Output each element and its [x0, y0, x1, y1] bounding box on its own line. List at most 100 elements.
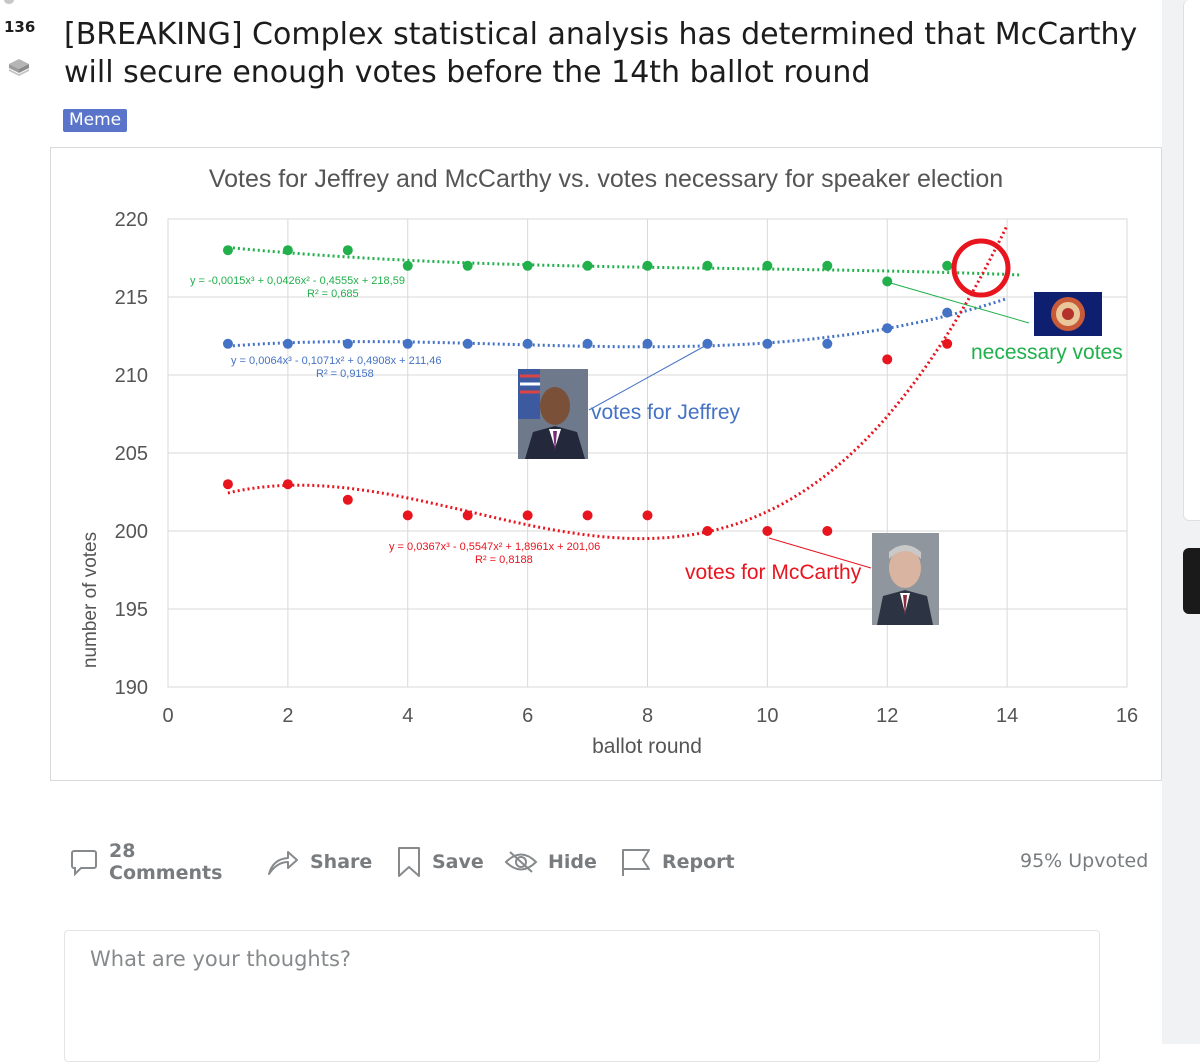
data-point-1 — [582, 338, 593, 349]
data-point-1 — [522, 338, 533, 349]
chart-svg: Votes for Jeffrey and McCarthy vs. votes… — [80, 165, 1138, 758]
data-point-2 — [462, 510, 473, 521]
report-button[interactable]: Report — [620, 842, 735, 882]
share-button[interactable]: Share — [266, 842, 372, 882]
x-tick-label: 2 — [282, 705, 293, 727]
y-tick-label: 220 — [115, 209, 148, 231]
data-point-0 — [882, 276, 893, 287]
data-point-1 — [402, 338, 413, 349]
intersection-highlight-circle — [951, 238, 1011, 298]
x-tick-label: 8 — [642, 705, 653, 727]
data-point-2 — [642, 510, 653, 521]
comments-label: 28 Comments — [109, 840, 223, 884]
data-point-2 — [342, 494, 353, 505]
blue-equation: y = 0,0064x³ - 0,1071x² + 0,4908x + 211,… — [231, 355, 441, 367]
data-point-2 — [582, 510, 593, 521]
data-point-2 — [282, 479, 293, 490]
mccarthy-photo — [872, 533, 939, 625]
comments-button[interactable]: 28 Comments — [69, 840, 223, 884]
necessary-label: necessary votes — [971, 341, 1123, 364]
y-axis-label: number of votes — [80, 532, 101, 668]
award-icon[interactable] — [6, 52, 32, 82]
data-point-2 — [222, 479, 233, 490]
upvote-ratio: 95% Upvoted — [1020, 850, 1149, 872]
data-point-0 — [462, 260, 473, 271]
x-tick-label: 0 — [162, 705, 173, 727]
data-point-1 — [702, 338, 713, 349]
trendline-1 — [227, 297, 1008, 349]
hide-label: Hide — [548, 851, 597, 873]
post-title[interactable]: [BREAKING] Complex statistical analysis … — [64, 17, 1138, 90]
data-point-0 — [342, 245, 353, 256]
data-point-0 — [522, 260, 533, 271]
hide-button[interactable]: Hide — [504, 842, 597, 882]
y-tick-label: 205 — [115, 443, 148, 465]
data-point-2 — [822, 526, 833, 536]
data-point-2 — [702, 526, 713, 536]
data-point-2 — [522, 510, 533, 521]
data-point-1 — [942, 307, 953, 318]
x-tick-label: 16 — [1116, 705, 1138, 727]
x-axis-label: ballot round — [592, 735, 702, 758]
jeffrey-label: votes for Jeffrey — [591, 401, 741, 424]
chart-image: Votes for Jeffrey and McCarthy vs. votes… — [50, 147, 1162, 781]
share-icon — [266, 847, 300, 877]
upvote-arrow-icon[interactable] — [4, 0, 14, 4]
data-point-0 — [942, 260, 953, 271]
data-point-0 — [222, 245, 233, 256]
save-button[interactable]: Save — [396, 842, 484, 882]
flag-icon — [620, 846, 652, 878]
sidebar-dark-card[interactable] — [1183, 548, 1200, 614]
trendline-2 — [227, 224, 1009, 541]
data-point-2 — [882, 354, 893, 365]
green-equation: y = -0,0015x³ + 0,0426x² - 0,4555x + 218… — [190, 275, 405, 287]
hide-eye-icon — [504, 847, 538, 877]
data-point-2 — [942, 338, 953, 349]
mccarthy-label: votes for McCarthy — [685, 561, 862, 584]
report-label: Report — [662, 851, 735, 873]
x-tick-label: 10 — [756, 705, 778, 727]
data-point-1 — [282, 338, 293, 349]
chart-title: Votes for Jeffrey and McCarthy vs. votes… — [209, 165, 1003, 193]
sidebar-card — [1183, 0, 1200, 521]
bookmark-icon — [396, 846, 422, 878]
data-point-1 — [642, 338, 653, 349]
data-point-0 — [642, 260, 653, 271]
x-tick-label: 12 — [876, 705, 898, 727]
data-point-1 — [822, 338, 833, 349]
red-equation: y = 0,0367x³ - 0,5547x² + 1,8961x + 201,… — [389, 541, 600, 553]
house-seal-flag — [1034, 292, 1102, 336]
y-tick-label: 210 — [115, 365, 148, 387]
data-point-2 — [762, 526, 773, 536]
save-label: Save — [432, 851, 484, 873]
comment-icon — [69, 847, 99, 877]
data-point-1 — [762, 338, 773, 349]
y-tick-label: 215 — [115, 287, 148, 309]
mccarthy-callout-line — [768, 537, 872, 569]
data-point-0 — [822, 260, 833, 271]
y-tick-label: 195 — [115, 599, 148, 621]
green-r2: R² = 0,685 — [307, 288, 359, 300]
data-point-2 — [402, 510, 413, 521]
trendline-0 — [227, 246, 1020, 277]
blue-r2: R² = 0,9158 — [316, 368, 374, 380]
x-tick-label: 14 — [996, 705, 1018, 727]
data-point-1 — [882, 323, 893, 334]
jeffrey-callout-line — [588, 346, 704, 411]
comment-input[interactable] — [65, 931, 1099, 1061]
data-point-0 — [762, 260, 773, 271]
share-label: Share — [310, 851, 373, 873]
data-point-0 — [702, 260, 713, 271]
y-tick-label: 190 — [115, 677, 148, 699]
x-tick-label: 6 — [522, 705, 533, 727]
data-point-0 — [282, 245, 293, 256]
jeffries-photo — [518, 369, 588, 459]
vote-column: 136 — [0, 0, 44, 100]
post-flair[interactable]: Meme — [63, 109, 128, 132]
data-point-0 — [582, 260, 593, 271]
red-r2: R² = 0,8188 — [475, 554, 533, 566]
necessary-callout-line — [886, 281, 1030, 324]
x-tick-label: 4 — [402, 705, 413, 727]
comment-box[interactable] — [64, 930, 1100, 1062]
data-point-1 — [222, 338, 233, 349]
